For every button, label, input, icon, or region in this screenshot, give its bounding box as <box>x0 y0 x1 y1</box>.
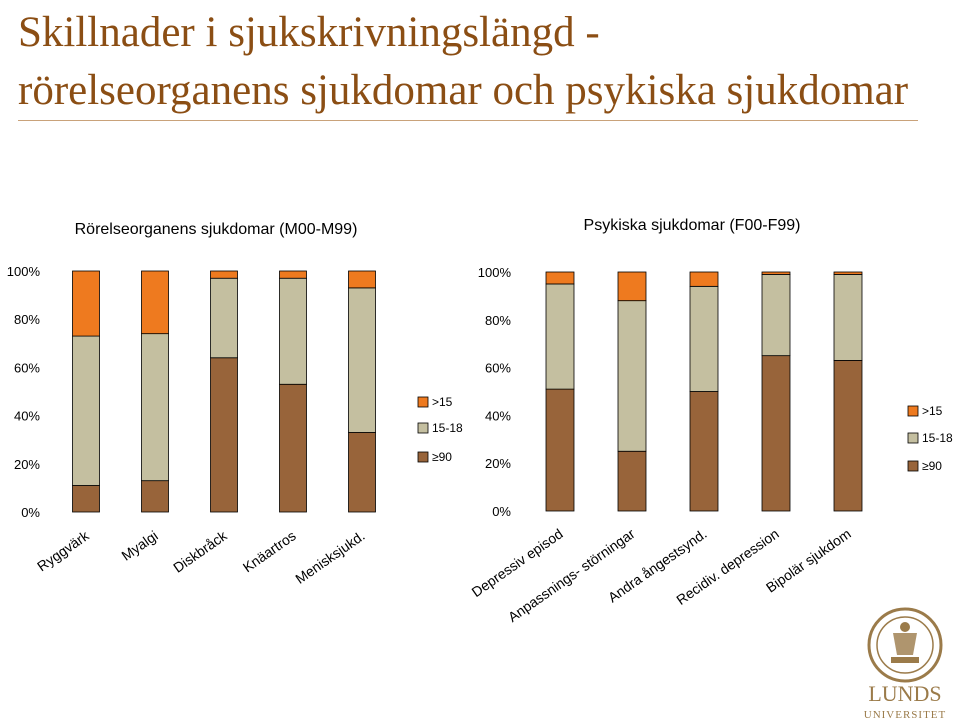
chart-title: Rörelseorganens sjukdomar (M00-M99) <box>75 221 358 238</box>
bar-segment <box>833 360 863 512</box>
bar-segment <box>617 300 647 452</box>
bar-segment <box>210 357 238 513</box>
y-tick-label: 100% <box>7 264 41 279</box>
y-tick-label: 80% <box>485 313 511 328</box>
legend-label: >15 <box>922 404 943 418</box>
page-title: Skillnader i sjukskrivningslängd - rörel… <box>18 4 948 120</box>
bar-segment <box>348 270 376 289</box>
bar-segment <box>761 273 791 357</box>
title-line-1: Skillnader i sjukskrivningslängd - <box>18 9 600 56</box>
bar-segment <box>689 391 719 512</box>
x-tick-label: Anpassnings- störningar <box>505 525 638 625</box>
bar-segment <box>348 432 376 513</box>
legend-label: ≥90 <box>922 459 942 473</box>
x-tick-label: Ryggvärk <box>34 527 92 575</box>
legend-label: 15-18 <box>432 421 463 435</box>
legend-label: ≥90 <box>432 450 452 464</box>
x-tick-label: Diskbråck <box>170 527 230 576</box>
legend-swatch <box>907 405 919 417</box>
title-divider <box>18 120 918 121</box>
bar-segment <box>761 355 791 512</box>
x-tick-label: Myalgi <box>118 527 160 563</box>
y-tick-label: 0% <box>21 505 40 520</box>
bar-segment <box>72 335 100 486</box>
bar-segment <box>833 271 863 275</box>
logo-text-universitet: UNIVERSITET <box>864 709 947 721</box>
bar-segment <box>279 383 307 513</box>
bar-segment <box>72 485 100 513</box>
bar-segment <box>72 270 100 337</box>
legend-label: 15-18 <box>922 431 953 445</box>
y-tick-label: 0% <box>492 504 511 519</box>
bar-segment <box>348 287 376 433</box>
title-line-2: rörelseorganens sjukdomar och psykiska s… <box>18 67 909 114</box>
bar-segment <box>279 270 307 279</box>
bar-segment <box>617 271 647 302</box>
bar-segment <box>545 388 575 512</box>
chart-title: Psykiska sjukdomar (F00-F99) <box>584 217 801 234</box>
bar-segment <box>141 333 169 482</box>
legend-swatch <box>907 432 919 444</box>
bar-segment <box>141 270 169 335</box>
x-tick-label: Menisksjukd. <box>292 527 367 587</box>
y-tick-label: 60% <box>485 361 511 376</box>
legend-swatch <box>417 422 429 434</box>
y-tick-label: 100% <box>478 265 512 280</box>
bar-segment <box>141 480 169 513</box>
logo-text-lunds: LUNDS <box>868 681 941 706</box>
bar-segment <box>545 283 575 390</box>
legend-label: >15 <box>432 395 453 409</box>
y-tick-label: 20% <box>14 457 40 472</box>
y-tick-label: 80% <box>14 312 40 327</box>
bar-segment <box>689 271 719 287</box>
legend-swatch <box>417 396 429 408</box>
y-tick-label: 60% <box>14 360 40 375</box>
y-tick-label: 20% <box>485 456 511 471</box>
lund-university-logo: LUNDS UNIVERSITET <box>864 607 947 721</box>
legend-swatch <box>907 460 919 472</box>
bar-segment <box>617 450 647 512</box>
bar-segment <box>279 277 307 385</box>
y-tick-label: 40% <box>485 408 511 423</box>
bar-segment <box>761 271 791 275</box>
bar-segment <box>545 271 575 285</box>
bar-segment <box>210 277 238 359</box>
bar-segment <box>833 273 863 361</box>
bar-segment <box>689 285 719 392</box>
x-tick-label: Knäartros <box>240 527 299 575</box>
bar-segment <box>210 270 238 279</box>
y-tick-label: 40% <box>14 409 40 424</box>
legend-swatch <box>417 451 429 463</box>
